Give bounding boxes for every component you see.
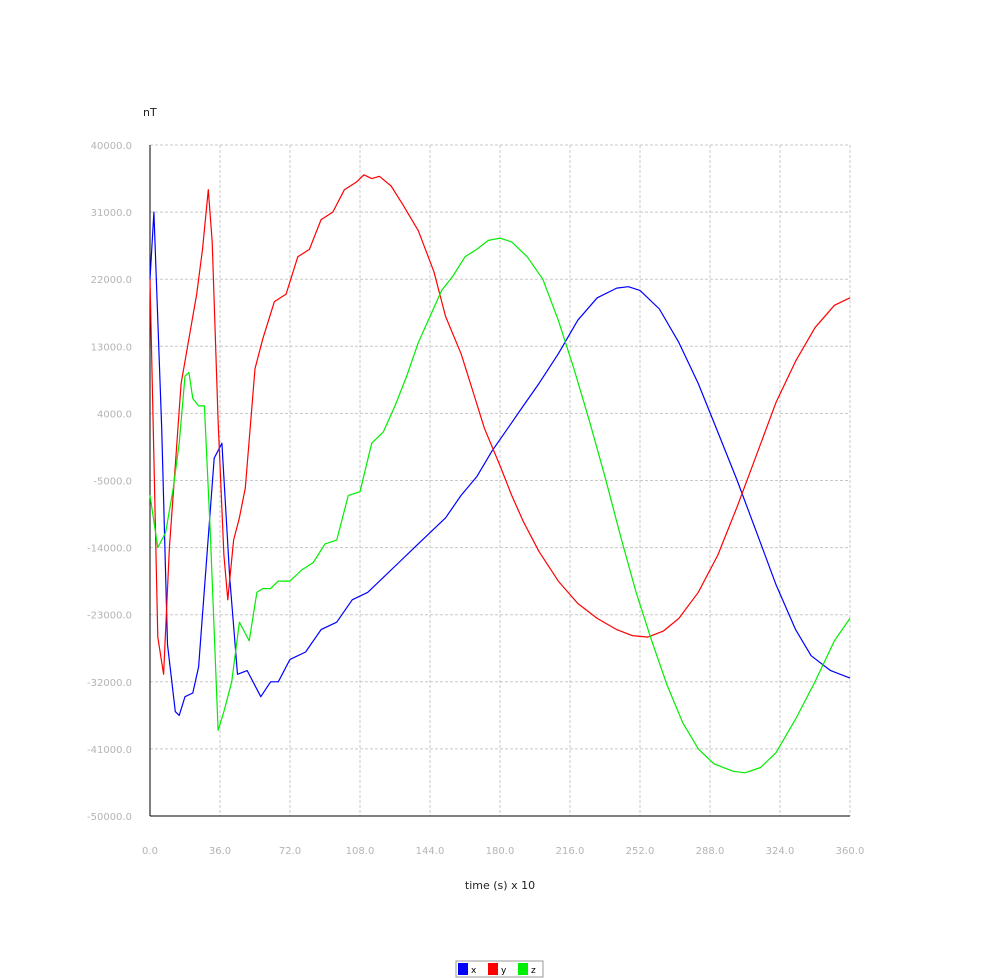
series-line-y <box>149 174 851 675</box>
y-tick-label: 13000.0 <box>91 342 132 353</box>
legend-label-y: y <box>501 966 507 976</box>
legend-swatch-z <box>518 963 528 975</box>
y-tick-label: -41000.0 <box>87 745 132 756</box>
legend: x y z <box>455 960 544 978</box>
grid <box>149 144 851 817</box>
x-tick-label: 324.0 <box>766 846 795 857</box>
x-tick-label: 252.0 <box>626 846 655 857</box>
x-axis-title: time (s) x 10 <box>465 879 535 892</box>
x-tick-label: 360.0 <box>836 846 865 857</box>
y-tick-label: 4000.0 <box>97 409 132 420</box>
legend-label-x: x <box>471 966 477 976</box>
series-line-x <box>149 211 851 717</box>
x-tick-label: 180.0 <box>486 846 515 857</box>
legend-swatch-y <box>488 963 498 975</box>
y-tick-label: -5000.0 <box>93 477 132 488</box>
legend-box <box>455 960 544 978</box>
y-tick-label: -23000.0 <box>87 611 132 622</box>
x-tick-label: 36.0 <box>209 846 231 857</box>
x-tick-label: 72.0 <box>279 846 301 857</box>
y-tick-label: 31000.0 <box>91 208 132 219</box>
axes <box>149 145 850 817</box>
series-line-z <box>149 237 851 774</box>
y-tick-label: -50000.0 <box>87 812 132 823</box>
y-tick-label: -14000.0 <box>87 544 132 555</box>
legend-label-z: z <box>531 966 536 976</box>
x-tick-label: 144.0 <box>416 846 445 857</box>
y-tick-label: 40000.0 <box>91 141 132 152</box>
x-tick-label: 288.0 <box>696 846 725 857</box>
data-series <box>149 174 851 774</box>
x-tick-label: 216.0 <box>556 846 585 857</box>
y-tick-label: 22000.0 <box>91 275 132 286</box>
legend-swatch-x <box>458 963 468 975</box>
y-axis-title: nT <box>143 106 157 119</box>
x-tick-label: 108.0 <box>346 846 375 857</box>
y-tick-label: -32000.0 <box>87 678 132 689</box>
tick-labels: 40000.0 31000.0 22000.0 13000.0 4000.0 -5000.… <box>87 141 864 857</box>
x-tick-label: 0.0 <box>142 846 158 857</box>
